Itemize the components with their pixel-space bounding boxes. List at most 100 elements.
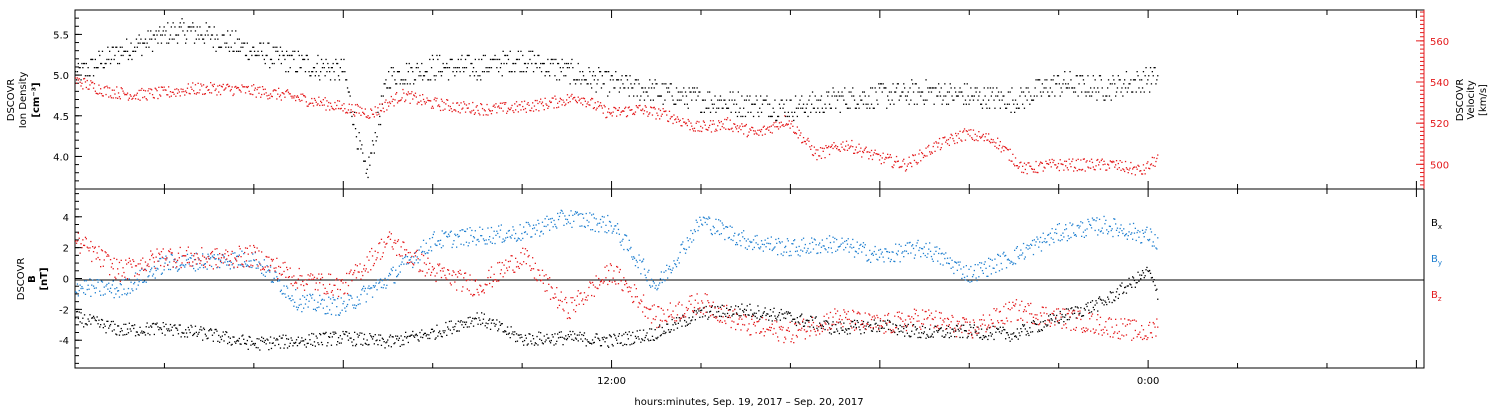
ion-density-point (551, 58, 553, 61)
ion-density-point (652, 99, 654, 101)
by-point (501, 241, 503, 243)
by-point (683, 247, 685, 250)
by-point (767, 237, 769, 239)
by-point (750, 241, 752, 244)
bx-point (1125, 292, 1128, 294)
by-point (136, 278, 138, 280)
ion-density-point (204, 34, 206, 36)
by-point (388, 272, 391, 275)
ion-density-point (513, 62, 515, 65)
bx-point (380, 344, 383, 346)
velocity-point (774, 126, 776, 128)
by-point (814, 239, 816, 241)
by-point (383, 284, 385, 286)
bx-point (1050, 318, 1052, 320)
by-point (684, 248, 686, 250)
bx-point (125, 323, 127, 325)
velocity-point (646, 111, 648, 113)
velocity-point (241, 84, 243, 86)
ion-density-point (615, 71, 617, 73)
bx-point (342, 330, 344, 333)
by-point (935, 250, 937, 252)
velocity-point (321, 104, 324, 106)
by-point (1121, 230, 1123, 232)
velocity-point (77, 79, 79, 81)
by-point (869, 249, 871, 252)
ion-density-point (1127, 87, 1129, 89)
bx-point (230, 344, 232, 346)
by-point (806, 250, 808, 252)
velocity-point (171, 91, 173, 93)
velocity-point (911, 165, 913, 168)
bx-point (1092, 306, 1094, 309)
velocity-point (904, 170, 907, 172)
by-point (1022, 242, 1025, 245)
velocity-point (294, 95, 296, 97)
bx-point (196, 335, 198, 337)
bx-point (503, 331, 505, 333)
velocity-point (184, 94, 186, 96)
ion-density-point (726, 107, 729, 109)
by-point (405, 255, 407, 257)
ion-density-point (1057, 75, 1060, 77)
ion-density-point (633, 83, 636, 85)
velocity-point (1149, 168, 1151, 170)
ion-density-point (78, 67, 80, 69)
by-point (464, 230, 466, 232)
ion-density-point (683, 87, 685, 89)
bx-point (868, 326, 870, 328)
ion-density-point (970, 87, 972, 89)
velocity-point (436, 97, 438, 100)
by-point (106, 283, 108, 286)
ion-density-point (771, 115, 773, 118)
bx-point (1155, 289, 1157, 291)
by-point (751, 241, 753, 243)
bx-point (695, 310, 697, 312)
bx-point (397, 339, 400, 341)
ion-density-point (84, 75, 87, 77)
bx-point (603, 336, 605, 338)
ion-density-point (595, 91, 597, 93)
by-point (417, 262, 419, 264)
bx-point (574, 337, 577, 339)
ion-density-point (988, 99, 990, 101)
by-point (370, 287, 372, 289)
bx-point (89, 314, 91, 316)
bx-point (659, 335, 662, 337)
bx-point (453, 328, 455, 331)
bx-point (929, 328, 931, 330)
x-tick-label: 0:00 (1137, 376, 1159, 387)
bx-point (855, 326, 857, 329)
ion-density-point (895, 87, 898, 89)
ion-density-point (1110, 99, 1112, 101)
ion-density-point (1101, 87, 1103, 89)
velocity-point (667, 120, 669, 122)
bx-point (135, 331, 138, 333)
bx-point (414, 334, 417, 336)
ion-density-point (582, 75, 585, 77)
by-point (114, 288, 116, 290)
velocity-point (1027, 162, 1029, 164)
bx-point (1086, 305, 1088, 308)
bx-point (581, 334, 583, 336)
bx-point (921, 332, 923, 334)
bx-point (124, 334, 126, 336)
ion-density-point (718, 107, 720, 109)
by-point (952, 266, 954, 268)
by-point (566, 223, 568, 225)
velocity-point (871, 158, 874, 161)
velocity-point (703, 121, 705, 123)
ion-density-point (819, 111, 821, 113)
velocity-point (290, 95, 292, 97)
velocity-point (450, 108, 452, 110)
ion-density-point (371, 152, 373, 154)
ion-density-point (411, 67, 413, 69)
ion-density-point (726, 107, 728, 109)
ion-density-point (722, 107, 724, 109)
bx-point (617, 335, 620, 337)
ion-density-point (1151, 71, 1153, 73)
top-right-tick-label: 560 (1430, 37, 1449, 48)
velocity-point (878, 159, 881, 161)
ion-density-point (748, 99, 750, 101)
ion-density-point (904, 95, 907, 97)
